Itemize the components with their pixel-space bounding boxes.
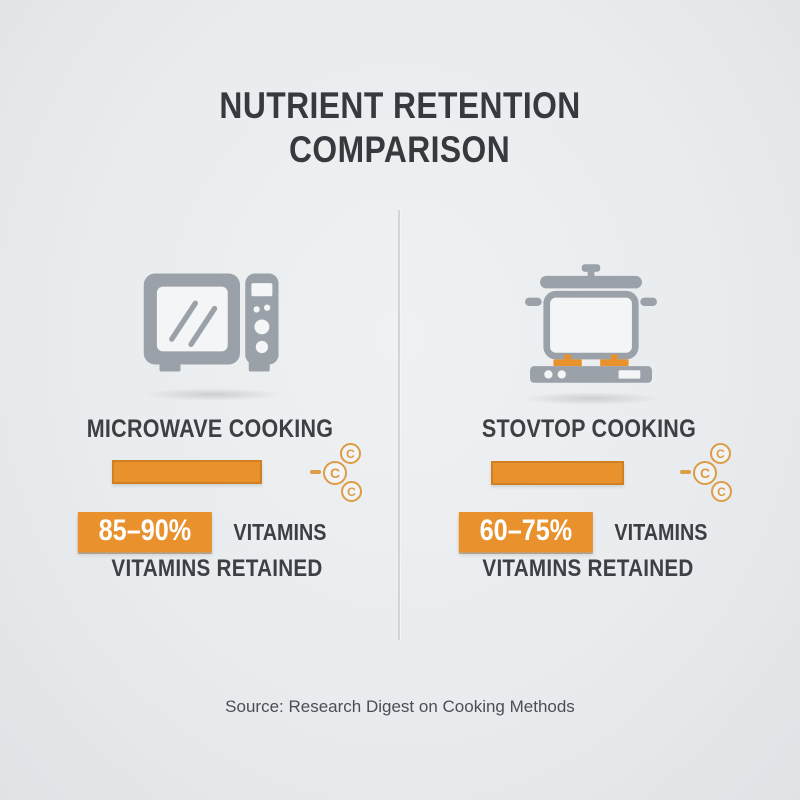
microwave-caption: VITAMINS RETAINED (111, 555, 323, 582)
microwave-percent-suffix: VITAMINS (233, 518, 327, 545)
vitamin-c-circle: C (340, 443, 361, 464)
source-attribution: Source: Research Digest on Cooking Metho… (225, 697, 575, 716)
page-title: NUTRIENT RETENTION COMPARISON (0, 84, 800, 172)
vitamin-c-circle: C (711, 481, 732, 502)
page-title-line2: COMPARISON (289, 129, 511, 170)
page-title-line1: NUTRIENT RETENTION (219, 85, 581, 126)
stovetop-label: STOVTOP COOKING (481, 415, 697, 443)
vitamin-c-circle: C (693, 461, 717, 485)
stovetop-shadow (520, 392, 662, 405)
column-divider (398, 210, 400, 640)
microwave-icon (142, 270, 282, 382)
vitamin-c-molecule-icon: C C C (309, 438, 369, 508)
stovetop-percent-badge: 60–75% (458, 512, 593, 552)
molecule-bond (680, 470, 691, 474)
stovetop-percent-value: 60–75% (479, 514, 573, 547)
vitamin-c-molecule-icon: C C C (679, 438, 739, 508)
molecule-bond (310, 470, 321, 474)
microwave-label: MICROWAVE COOKING (86, 415, 334, 443)
stovetop-caption: VITAMINS RETAINED (482, 555, 694, 582)
microwave-bar (112, 460, 262, 484)
stovetop-bar (491, 461, 624, 485)
stovetop-percent-suffix: VITAMINS (614, 518, 708, 545)
stovetop-percent-row: 60–75% VITAMINS (458, 512, 715, 552)
vitamin-c-circle: C (323, 461, 347, 485)
vitamin-c-circle: C (341, 481, 362, 502)
microwave-shadow (142, 388, 284, 401)
microwave-percent-badge: 85–90% (77, 512, 212, 552)
stovetop-icon (520, 264, 662, 383)
microwave-percent-value: 85–90% (98, 514, 192, 547)
microwave-percent-row: 85–90% VITAMINS (77, 512, 334, 552)
vitamin-c-circle: C (710, 443, 731, 464)
